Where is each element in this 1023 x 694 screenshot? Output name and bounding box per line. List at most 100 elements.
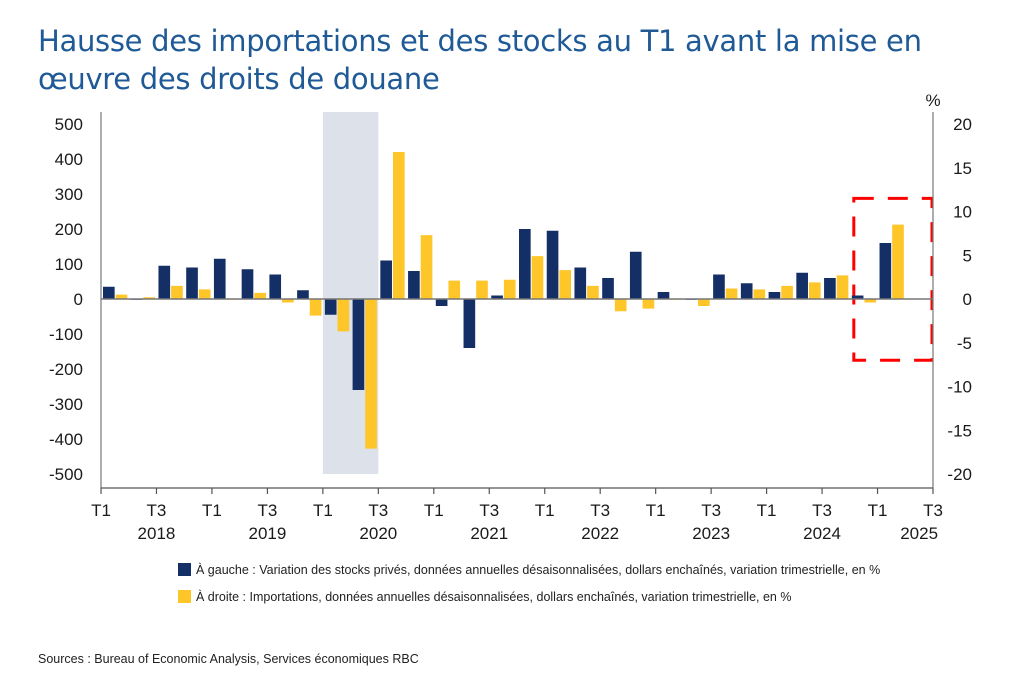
x-tick-label: T1 <box>535 501 555 520</box>
right-tick-label: -20 <box>947 465 972 484</box>
x-tick-label: T1 <box>757 501 777 520</box>
right-tick-label: -10 <box>947 378 972 397</box>
x-tick-label: T1 <box>424 501 444 520</box>
right-tick-label: 0 <box>963 290 972 309</box>
right-tick-label: -15 <box>947 421 972 440</box>
bar-stocks-2019T1 <box>213 258 226 299</box>
bar-imports-2020T3 <box>392 152 405 299</box>
bar-stocks-2018T3 <box>158 265 171 299</box>
bar-stocks-2023T4 <box>740 283 753 299</box>
right-tick-label: 10 <box>953 203 972 222</box>
x-tick-label: T1 <box>313 501 333 520</box>
bar-imports-2021T3 <box>503 279 516 299</box>
bar-imports-2020T1 <box>337 299 350 332</box>
left-tick-label: -500 <box>49 465 83 484</box>
x-tick-label: T3 <box>257 501 277 520</box>
left-tick-label: 200 <box>55 220 83 239</box>
bar-imports-2024T4 <box>864 299 877 303</box>
legend-swatch-navy <box>178 563 191 576</box>
bar-imports-2020T2 <box>365 299 377 449</box>
bar-stocks-2022T4 <box>629 251 642 299</box>
bar-imports-2018T4 <box>198 289 211 299</box>
x-tick-label: T1 <box>868 501 888 520</box>
left-tick-label: 400 <box>55 150 83 169</box>
bar-imports-2024T3 <box>836 275 849 299</box>
year-label: 2021 <box>470 524 508 543</box>
legend-item-stocks: À gauche : Variation des stocks privés, … <box>178 556 880 583</box>
bar-stocks-2018T1 <box>103 286 115 299</box>
x-tick-label: T3 <box>812 501 832 520</box>
right-tick-label: 5 <box>963 246 972 265</box>
bar-imports-2022T1 <box>559 270 572 299</box>
bar-stocks-2022T1 <box>546 230 559 299</box>
x-tick-label: T3 <box>923 501 943 520</box>
year-label: 2020 <box>359 524 397 543</box>
right-tick-label: -5 <box>957 334 972 353</box>
bar-stocks-2024T4 <box>851 295 864 299</box>
bar-imports-2024T1 <box>781 285 793 299</box>
bar-stocks-2019T4 <box>297 290 309 299</box>
right-tick-label: 15 <box>953 159 972 178</box>
year-label: 2024 <box>803 524 841 543</box>
left-tick-label: 0 <box>74 290 83 309</box>
bar-stocks-2020T2 <box>352 299 365 390</box>
left-tick-label: 300 <box>55 185 83 204</box>
bar-stocks-2023T1 <box>657 292 670 299</box>
x-tick-label: T3 <box>701 501 721 520</box>
year-label: 2023 <box>692 524 730 543</box>
sources-note: Sources : Bureau of Economic Analysis, S… <box>38 652 419 666</box>
year-label: 2019 <box>248 524 286 543</box>
right-axis-unit: % <box>925 91 940 110</box>
bar-stocks-2022T3 <box>602 278 614 299</box>
bar-stocks-2020T1 <box>324 299 337 315</box>
bar-stocks-2023T3 <box>713 274 725 299</box>
left-tick-label: -400 <box>49 430 83 449</box>
bar-stocks-2020T4 <box>408 271 420 299</box>
x-tick-label: T3 <box>479 501 499 520</box>
bar-imports-2018T1 <box>115 294 128 299</box>
x-tick-label: T1 <box>202 501 222 520</box>
bar-imports-2018T3 <box>171 285 183 299</box>
bar-imports-2024T2 <box>808 282 821 299</box>
bar-stocks-2019T3 <box>269 274 282 299</box>
bar-imports-2021T2 <box>476 280 488 299</box>
bar-stocks-2019T2 <box>241 269 254 299</box>
left-tick-label: -100 <box>49 325 83 344</box>
bar-imports-2020T4 <box>420 235 433 299</box>
left-tick-label: 500 <box>55 115 83 134</box>
bar-stocks-2025T1 <box>879 243 892 299</box>
left-tick-label: -300 <box>49 395 83 414</box>
x-tick-label: T3 <box>368 501 388 520</box>
bar-imports-2021T1 <box>448 280 461 299</box>
bar-stocks-2024T2 <box>796 272 808 299</box>
bar-imports-2018T2 <box>143 297 156 299</box>
legend-item-imports: À droite : Importations, données annuell… <box>178 583 880 610</box>
bar-imports-2023T3 <box>725 288 738 299</box>
bar-stocks-2021T1 <box>435 299 448 306</box>
bar-stocks-2018T4 <box>186 267 198 299</box>
x-tick-label: T1 <box>646 501 666 520</box>
bar-stocks-2024T3 <box>824 278 836 299</box>
bar-imports-2023T4 <box>753 289 766 299</box>
bar-stocks-2024T1 <box>768 292 781 299</box>
bar-stocks-2022T2 <box>574 267 587 299</box>
left-tick-label: 100 <box>55 255 83 274</box>
legend-swatch-yellow <box>178 590 191 603</box>
chart-title: Hausse des importations et des stocks au… <box>38 24 922 96</box>
bar-imports-2021T4 <box>531 256 544 299</box>
bar-stocks-2021T4 <box>519 229 531 299</box>
bar-imports-2019T3 <box>282 299 294 303</box>
year-label: 2018 <box>138 524 176 543</box>
bar-imports-2022T4 <box>642 299 655 309</box>
bar-imports-2019T2 <box>254 292 266 299</box>
bar-imports-2022T3 <box>614 299 627 312</box>
legend-label-imports: À droite : Importations, données annuell… <box>196 589 792 604</box>
x-tick-label: T1 <box>91 501 111 520</box>
bar-imports-2025T1 <box>892 224 904 299</box>
left-tick-label: -200 <box>49 360 83 379</box>
bar-imports-2023T2 <box>698 299 710 306</box>
bar-stocks-2021T2 <box>463 299 476 348</box>
bar-imports-2019T4 <box>309 299 322 316</box>
x-tick-label: T3 <box>147 501 167 520</box>
